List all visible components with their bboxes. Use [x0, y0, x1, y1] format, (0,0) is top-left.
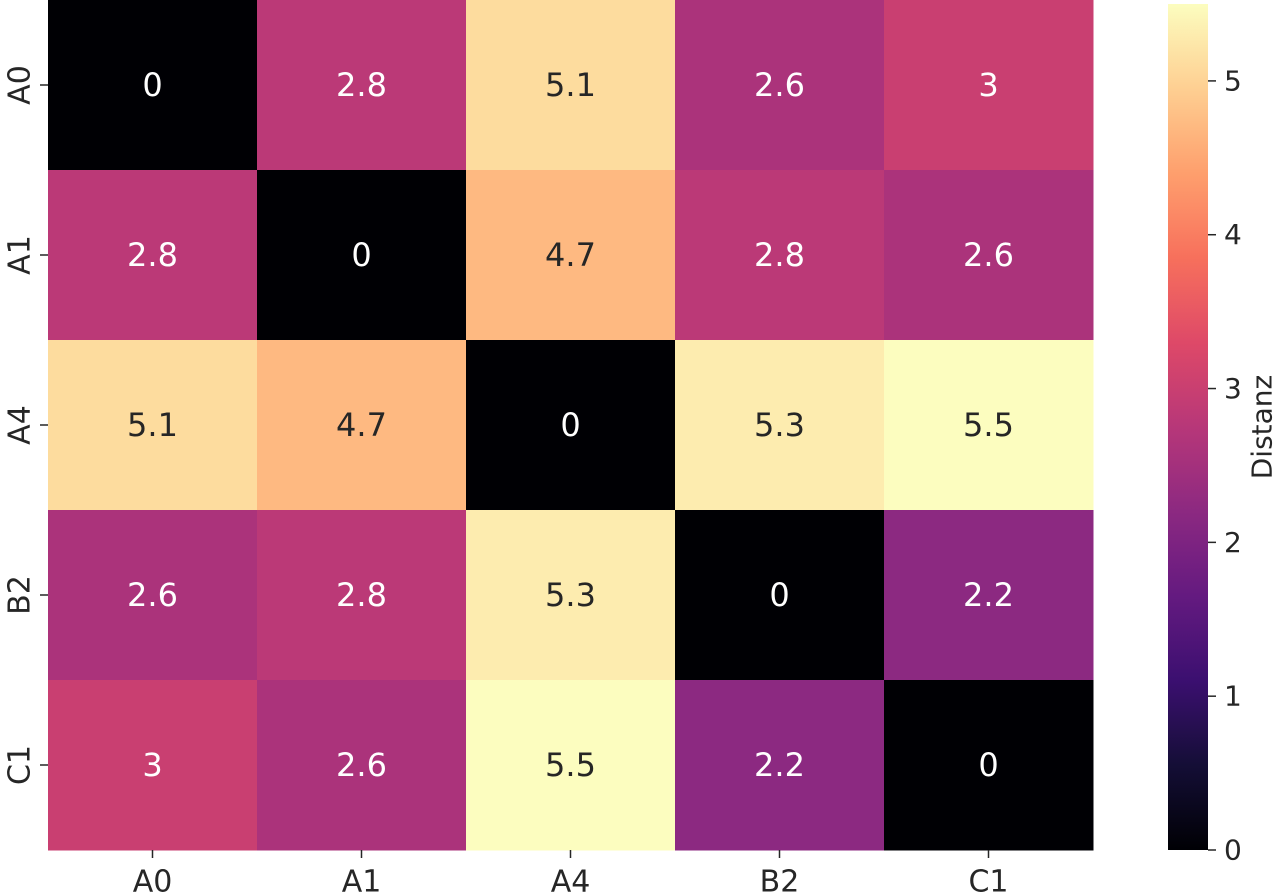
y-tick-label: C1	[3, 745, 38, 785]
y-tick-label: A4	[3, 405, 38, 445]
cell-value-label: 2.6	[336, 746, 387, 784]
heatmap-cell-A1-C1	[884, 170, 1094, 341]
colorbar-tick-label: 3	[1224, 372, 1242, 405]
cell-value-label: 5.5	[963, 406, 1014, 444]
heatmap-cell-A4-A1	[257, 340, 467, 511]
heatmap-cell-B2-C1	[884, 510, 1094, 681]
heatmap-cell-A4-B2	[675, 340, 885, 511]
y-tick-label: B2	[3, 575, 38, 615]
heatmap-cell-A1-B2	[675, 170, 885, 341]
y-axis-ticks: A0 A1 A4 B2 C1	[3, 65, 48, 785]
cell-value-label: 2.2	[963, 576, 1014, 614]
cell-value-label: 2.6	[754, 66, 805, 104]
colorbar-tick-label: 1	[1224, 680, 1242, 713]
cell-value-label: 0	[142, 66, 162, 104]
heatmap-cell-C1-C1	[884, 680, 1094, 851]
heatmap-cell-A0-A4	[466, 0, 676, 171]
x-tick-label: A4	[551, 865, 591, 896]
cell-value-label: 0	[351, 236, 371, 274]
heatmap-cell-A1-A4	[466, 170, 676, 341]
heatmap-cells: 0 2.8 5.1 2.6 3 2.8 0 4.7 2.8 2.6 5.1 4.7 0 5.3 5.5 2.6…	[48, 0, 1094, 851]
heatmap-cell-A4-A0	[48, 340, 258, 511]
colorbar-label: Distanz	[1246, 375, 1279, 480]
heatmap-cell-C1-A0	[48, 680, 258, 851]
cell-value-label: 2.8	[754, 236, 805, 274]
heatmap-cell-A1-A1	[257, 170, 467, 341]
colorbar-tick-label: 2	[1224, 526, 1242, 559]
colorbar-tick-label: 5	[1224, 64, 1242, 97]
cell-value-label: 5.5	[545, 746, 596, 784]
colorbar: 0 1 2 3 4 5 Distanz	[1168, 4, 1279, 867]
y-tick-label: A0	[3, 65, 38, 105]
cell-value-label: 5.3	[545, 576, 596, 614]
colorbar-gradient	[1168, 4, 1208, 850]
cell-value-label: 2.8	[336, 576, 387, 614]
heatmap-cell-A0-B2	[675, 0, 885, 171]
heatmap-cell-C1-B2	[675, 680, 885, 851]
x-tick-label: A0	[133, 865, 173, 896]
cell-value-label: 2.6	[127, 576, 178, 614]
heatmap-cell-A4-A4	[466, 340, 676, 511]
x-axis-ticks: A0 A1 A4 B2 C1	[133, 850, 1009, 896]
cell-value-label: 2.2	[754, 746, 805, 784]
cell-value-label: 0	[560, 406, 580, 444]
colorbar-tick-label: 4	[1224, 218, 1242, 251]
cell-value-label: 2.8	[336, 66, 387, 104]
heatmap-cell-A4-C1	[884, 340, 1094, 511]
cell-value-label: 0	[978, 746, 998, 784]
heatmap-cell-B2-A1	[257, 510, 467, 681]
cell-value-label: 2.8	[127, 236, 178, 274]
heatmap-cell-A0-A0	[48, 0, 258, 171]
colorbar-tick-label: 0	[1224, 834, 1242, 867]
cell-value-label: 5.1	[127, 406, 178, 444]
cell-value-label: 3	[142, 746, 162, 784]
heatmap-cell-B2-A0	[48, 510, 258, 681]
cell-value-label: 3	[978, 66, 998, 104]
cell-value-label: 4.7	[545, 236, 596, 274]
heatmap-cell-C1-A1	[257, 680, 467, 851]
heatmap-cell-A0-A1	[257, 0, 467, 171]
cell-value-label: 0	[769, 576, 789, 614]
x-tick-label: A1	[342, 865, 382, 896]
x-tick-label: B2	[760, 865, 800, 896]
cell-value-label: 5.1	[545, 66, 596, 104]
y-tick-label: A1	[3, 235, 38, 275]
x-tick-label: C1	[968, 865, 1008, 896]
heatmap-cell-B2-B2	[675, 510, 885, 681]
heatmap-cell-C1-A4	[466, 680, 676, 851]
cell-value-label: 2.6	[963, 236, 1014, 274]
heatmap-cell-B2-A4	[466, 510, 676, 681]
heatmap-cell-A0-C1	[884, 0, 1094, 171]
cell-value-label: 4.7	[336, 406, 387, 444]
heatmap-cell-A1-A0	[48, 170, 258, 341]
cell-value-label: 5.3	[754, 406, 805, 444]
